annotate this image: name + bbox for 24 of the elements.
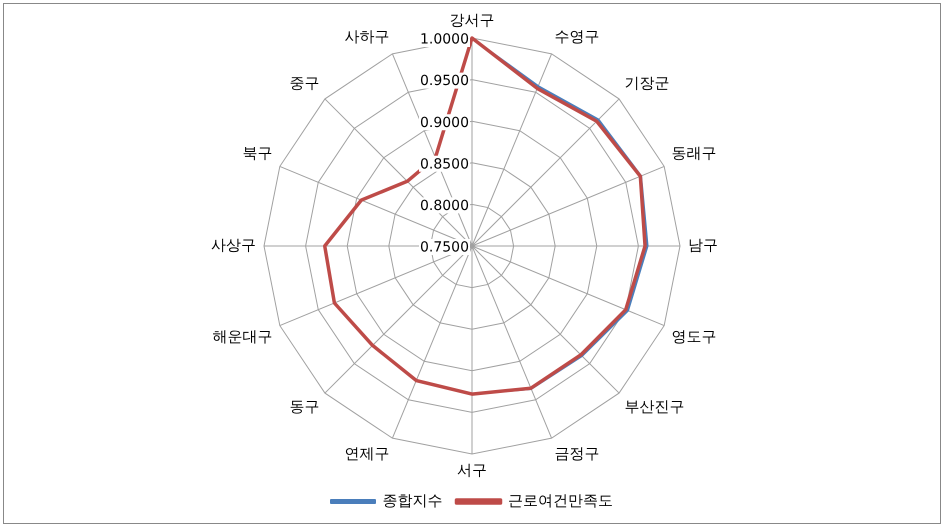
y-tick-label: 0.7500	[420, 240, 469, 256]
spoke-label: 영도구	[672, 328, 717, 346]
spoke-label: 중구	[289, 74, 320, 92]
spoke-label: 강서구	[450, 10, 494, 29]
y-tick-label: 0.8000	[420, 198, 469, 214]
y-tick-label: 1.0000	[420, 32, 469, 48]
spoke-label: 기장군	[624, 74, 670, 92]
spoke-label: 동구	[289, 398, 320, 416]
spoke-label: 금정구	[554, 444, 600, 462]
y-tick-label: 0.9000	[420, 114, 469, 131]
spoke-label: 북구	[242, 144, 272, 162]
spoke-label: 남구	[688, 236, 718, 254]
spoke-label: 사하구	[344, 27, 390, 46]
spoke-label: 동래구	[672, 144, 717, 162]
legend-label: 근로여건만족도	[508, 491, 613, 510]
legend-label: 종합지수	[382, 491, 442, 510]
spoke-label: 부산진구	[624, 398, 685, 416]
y-tick-label: 0.9500	[420, 73, 469, 90]
spoke-label: 연제구	[344, 444, 390, 462]
y-tick-label: 0.8500	[420, 156, 469, 172]
spoke-label: 사상구	[211, 236, 256, 254]
spoke-label: 해운대구	[212, 328, 272, 346]
spoke-label: 수영구	[554, 27, 600, 46]
spoke-label: 서구	[457, 460, 487, 479]
